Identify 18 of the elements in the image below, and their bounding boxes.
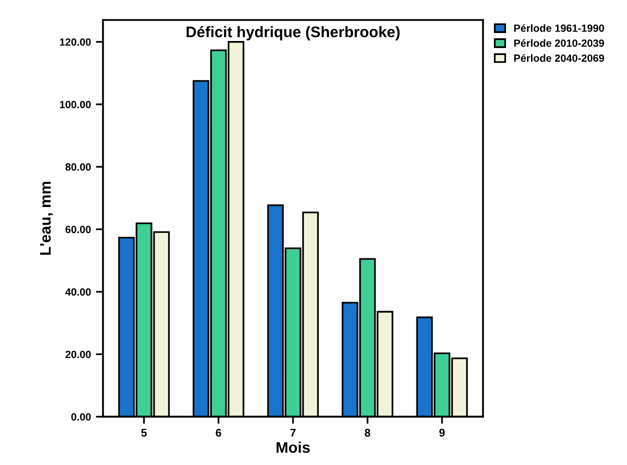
y-tick-label: 20.00 [65,350,91,358]
x-tick-label: 7 [290,428,296,437]
y-tick-label: 0.00 [71,413,91,421]
x-tick-label: 5 [141,428,147,437]
y-tick-label: 100.00 [60,100,91,108]
y-tick-label: 120.00 [60,38,91,46]
y-axis-title: L'eau, mm [40,182,53,255]
chart-title: Déficit hydrique (Sherbrooke) [186,26,400,40]
x-axis-title: Mois [276,442,310,453]
y-tick-label: 60.00 [66,226,91,234]
x-tick-label: 6 [216,428,222,437]
y-tick-label: 40.00 [65,288,91,296]
legend-label: Pérlode 2040-2069 [514,54,604,62]
x-tick-label: 9 [439,428,445,437]
y-tick-label: 80.00 [65,163,91,171]
legend-label: Pérlode 2010-2039 [514,39,604,47]
legend-label: Pérlode 1961-1990 [514,24,604,32]
x-tick-label: 8 [364,428,370,437]
